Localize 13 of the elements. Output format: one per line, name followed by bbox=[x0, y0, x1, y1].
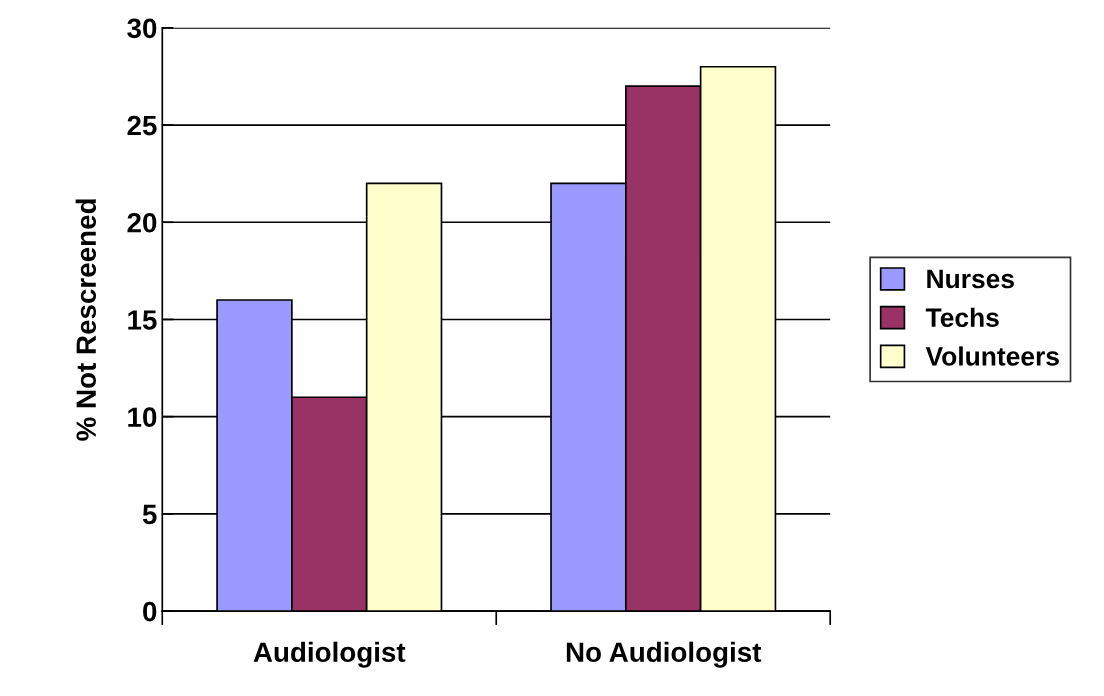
y-tick-label: 0 bbox=[143, 601, 157, 622]
y-tick-label: 10 bbox=[128, 407, 157, 428]
y-tick-label: 5 bbox=[142, 504, 157, 525]
x-tick-label: Audiologist bbox=[253, 641, 406, 668]
y-tick-label: 15 bbox=[128, 310, 157, 330]
legend-label: Nurses bbox=[927, 269, 1014, 289]
legend-label: Volunteers bbox=[925, 346, 1059, 366]
x-tick-label: No Audiologist bbox=[566, 641, 762, 668]
y-tick-label: 30 bbox=[127, 18, 157, 39]
y-tick-label: 25 bbox=[127, 115, 157, 136]
y-axis-title: % Not Rescreened bbox=[75, 199, 97, 441]
legend-label: Techs bbox=[925, 307, 999, 328]
y-tick-label: 20 bbox=[127, 212, 157, 233]
